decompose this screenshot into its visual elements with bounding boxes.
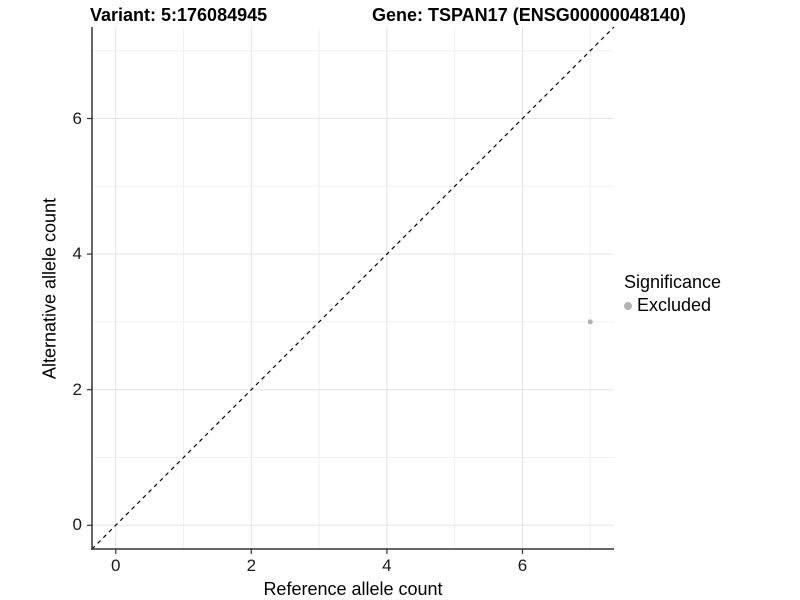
y-tick-label: 6	[72, 108, 82, 128]
data-point-excluded	[587, 319, 593, 325]
legend-entry-label: Excluded	[637, 295, 712, 315]
x-tick-label: 2	[246, 556, 257, 575]
plot-title-gene: Gene: TSPAN17 (ENSG00000048140)	[372, 5, 686, 25]
x-tick-label: 4	[382, 556, 392, 575]
plot-title-variant: Variant: 5:176084945	[90, 5, 268, 25]
y-tick-label: 0	[72, 515, 82, 535]
x-axis-title: Reference allele count	[263, 579, 443, 599]
legend-title: Significance	[624, 272, 722, 292]
x-tick-label: 6	[517, 556, 528, 575]
legend-dot-icon	[624, 301, 632, 310]
identity-dashed-line	[91, 26, 615, 550]
y-tick-label: 2	[72, 379, 82, 399]
legend: Significance Excluded	[624, 272, 721, 316]
x-tick-label: 0	[110, 556, 121, 575]
legend-entry-excluded: Excluded	[624, 295, 721, 316]
y-tick-label: 4	[72, 244, 82, 264]
y-axis-title: Alternative allele count	[39, 197, 60, 380]
